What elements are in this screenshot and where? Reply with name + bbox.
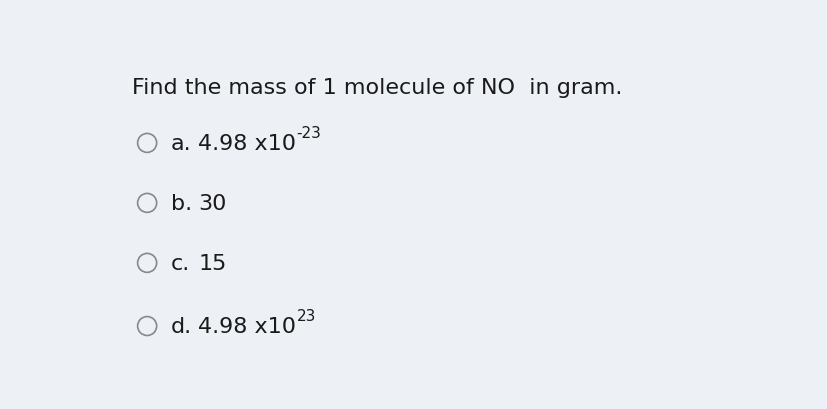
- Text: 30: 30: [198, 193, 227, 213]
- Text: a.: a.: [170, 134, 191, 153]
- Text: 4.98 x10: 4.98 x10: [198, 316, 296, 336]
- Text: 23: 23: [296, 308, 315, 323]
- Text: -23: -23: [296, 126, 321, 141]
- Text: c.: c.: [170, 253, 190, 273]
- Text: 15: 15: [198, 253, 227, 273]
- Text: 4.98 x10: 4.98 x10: [198, 134, 296, 153]
- Text: Find the mass of 1 molecule of NO  in gram.: Find the mass of 1 molecule of NO in gra…: [132, 77, 622, 97]
- Text: b.: b.: [170, 193, 192, 213]
- Text: d.: d.: [170, 316, 192, 336]
